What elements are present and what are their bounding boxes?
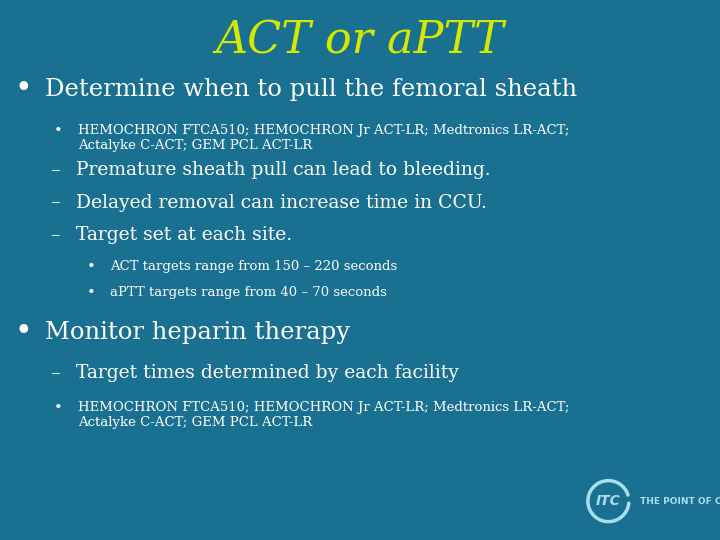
Text: –: –: [50, 193, 60, 212]
Text: ITC: ITC: [596, 494, 621, 508]
Text: ACT targets range from 150 – 220 seconds: ACT targets range from 150 – 220 seconds: [110, 260, 397, 273]
Text: Determine when to pull the femoral sheath: Determine when to pull the femoral sheat…: [45, 78, 577, 100]
Text: HEMOCHRON FTCA510; HEMOCHRON Jr ACT-LR; Medtronics LR-ACT;
Actalyke C-ACT; GEM P: HEMOCHRON FTCA510; HEMOCHRON Jr ACT-LR; …: [78, 124, 569, 152]
Text: Target set at each site.: Target set at each site.: [76, 226, 292, 244]
Text: •: •: [54, 401, 63, 415]
Text: THE POINT OF CARE: THE POINT OF CARE: [639, 497, 720, 505]
Text: aPTT targets range from 40 – 70 seconds: aPTT targets range from 40 – 70 seconds: [110, 286, 387, 299]
Text: ACT or aPTT: ACT or aPTT: [216, 19, 504, 62]
Text: HEMOCHRON FTCA510; HEMOCHRON Jr ACT-LR; Medtronics LR-ACT;
Actalyke C-ACT; GEM P: HEMOCHRON FTCA510; HEMOCHRON Jr ACT-LR; …: [78, 401, 569, 429]
Text: –: –: [50, 226, 60, 244]
Text: –: –: [50, 363, 60, 382]
Text: Target times determined by each facility: Target times determined by each facility: [76, 363, 459, 382]
Text: Premature sheath pull can lead to bleeding.: Premature sheath pull can lead to bleedi…: [76, 161, 490, 179]
Text: •: •: [14, 318, 32, 346]
Text: •: •: [86, 260, 95, 274]
Text: •: •: [54, 124, 63, 138]
Text: Delayed removal can increase time in CCU.: Delayed removal can increase time in CCU…: [76, 193, 487, 212]
Text: •: •: [14, 75, 32, 103]
Text: –: –: [50, 161, 60, 179]
Text: •: •: [86, 286, 95, 300]
Text: Monitor heparin therapy: Monitor heparin therapy: [45, 321, 351, 343]
